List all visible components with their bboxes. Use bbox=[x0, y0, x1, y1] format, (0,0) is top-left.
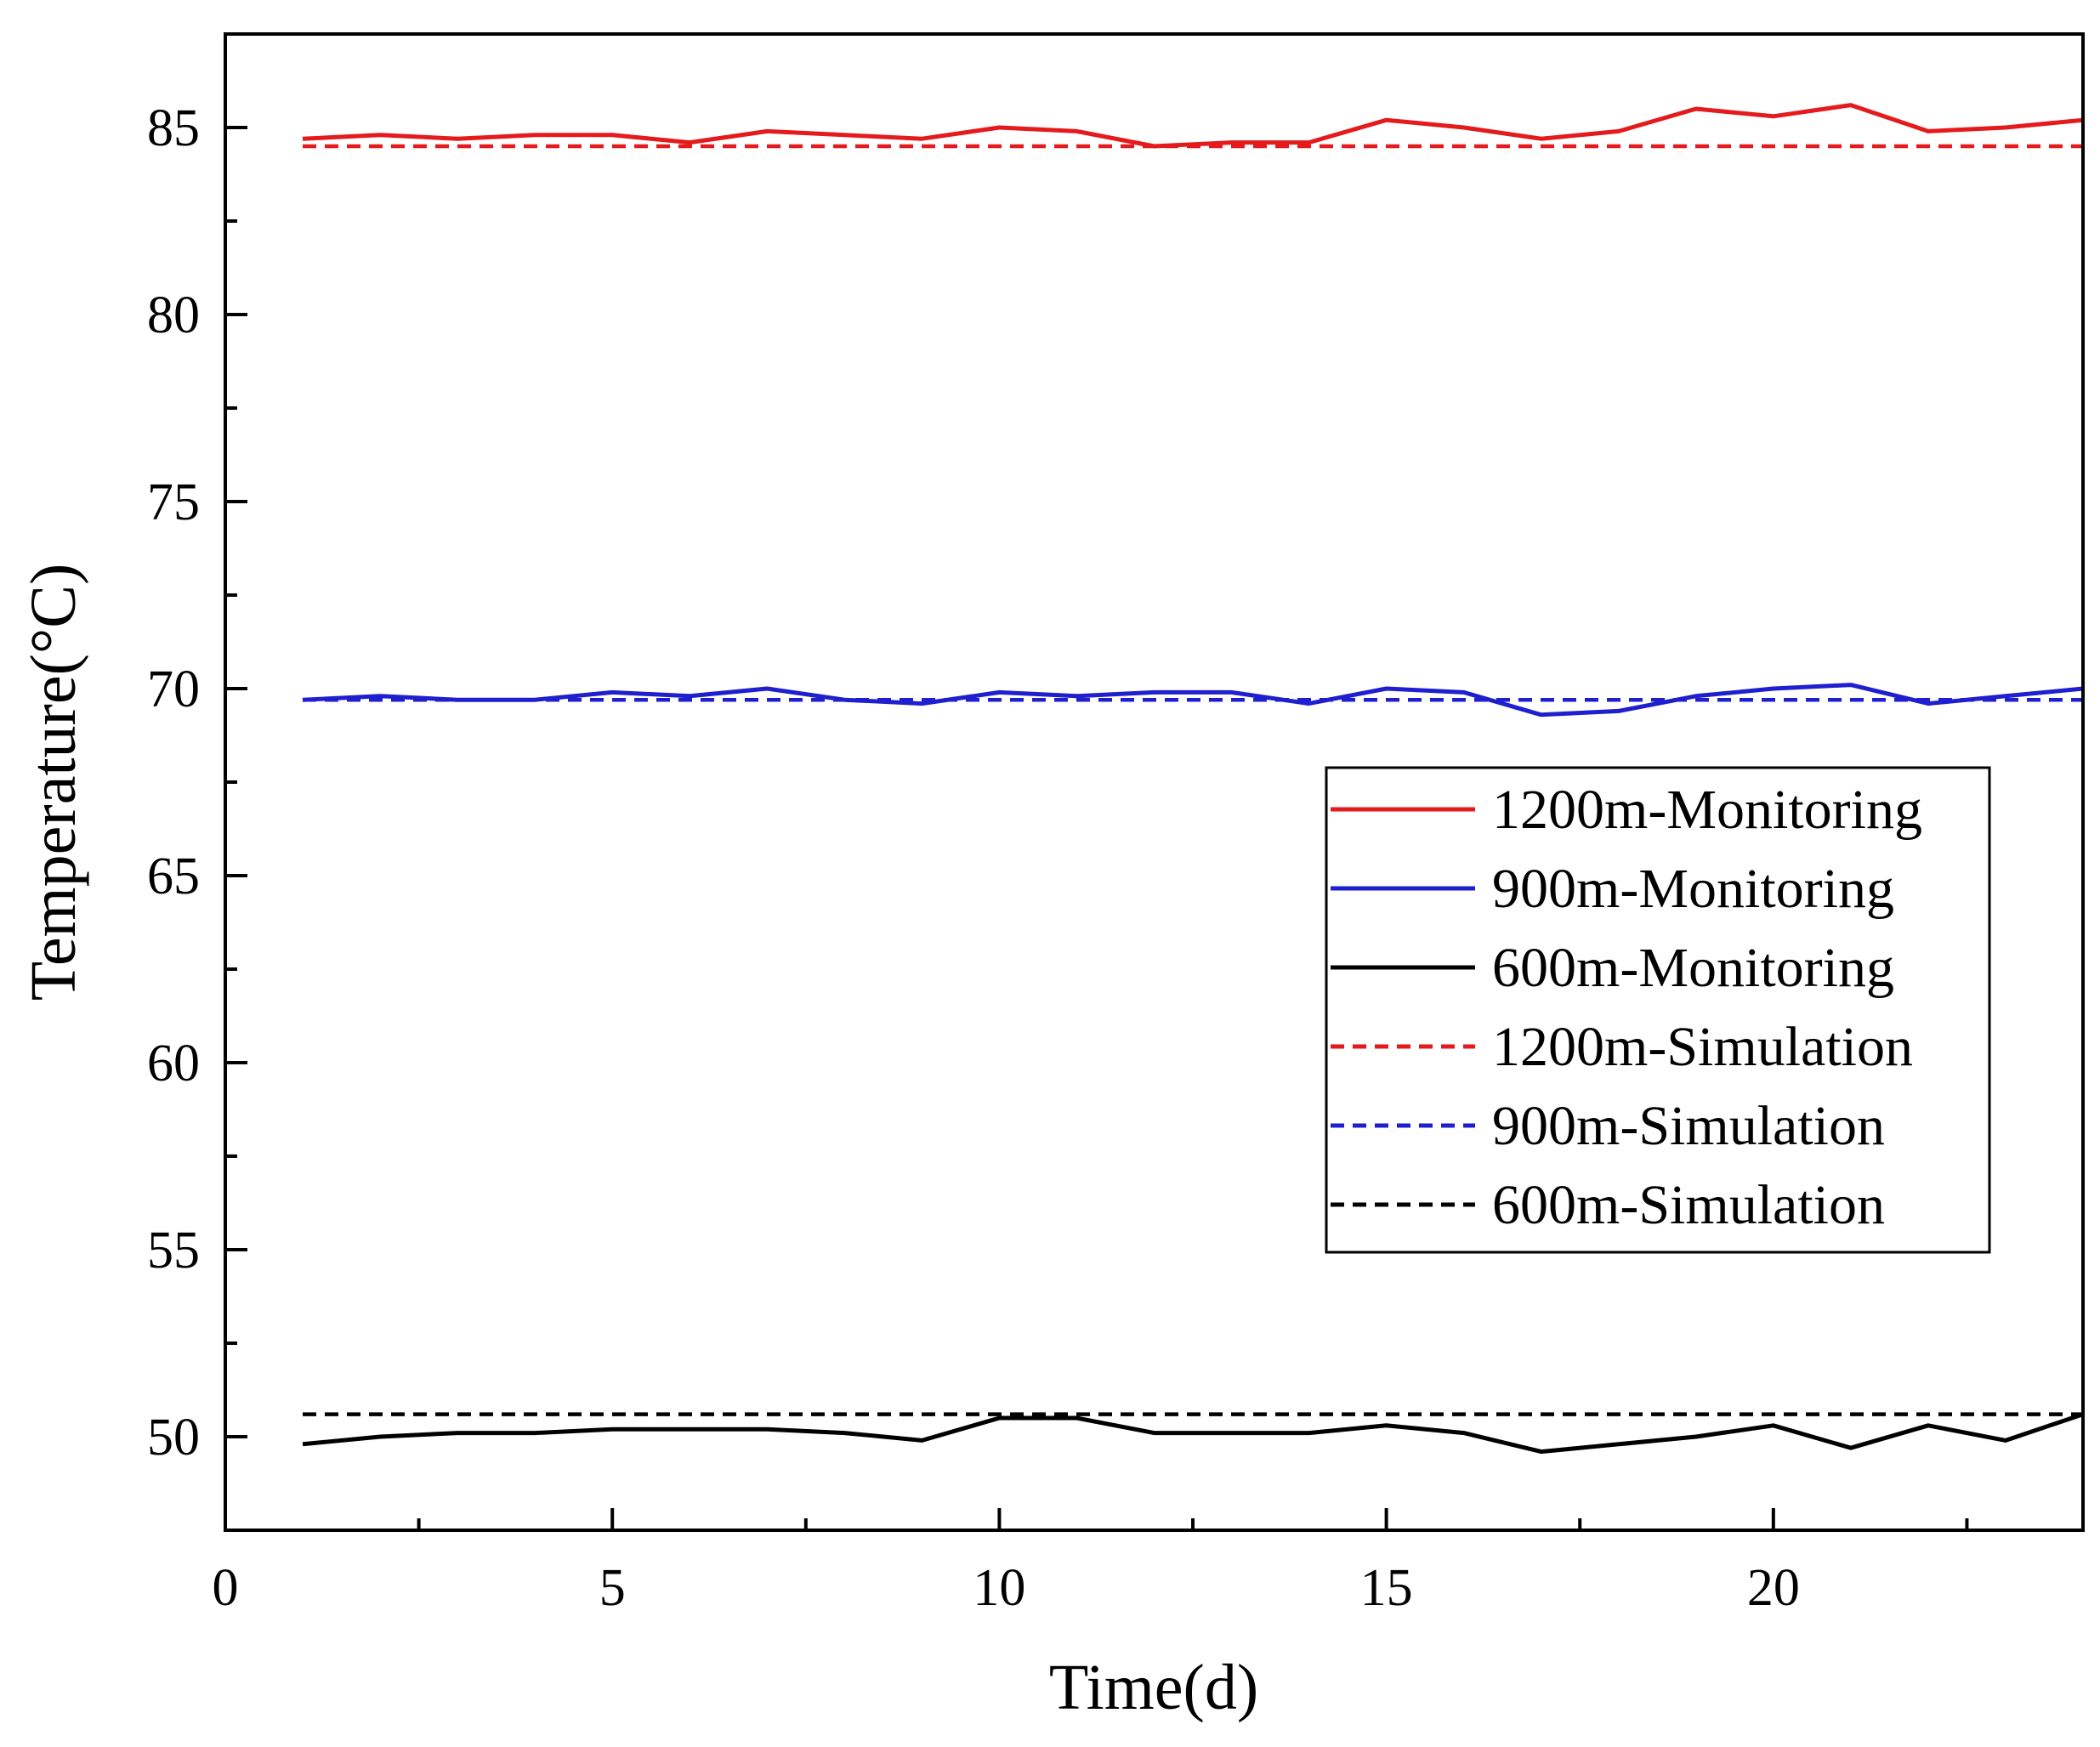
series-line-1200m-monitoring bbox=[302, 103, 2084, 149]
y-tick-label: 60 bbox=[147, 1035, 200, 1092]
legend: 1200m-Monitoring 900m-Monitoring 600m-Moni… bbox=[1325, 766, 1991, 1254]
y-tick-label: 70 bbox=[147, 661, 200, 718]
series-layer bbox=[302, 103, 2084, 1455]
legend-label: 600m-Simulation bbox=[1492, 1174, 1885, 1236]
legend-label: 1200m-Monitoring bbox=[1492, 779, 1922, 841]
y-axis-title: Temperature(°C) bbox=[18, 564, 89, 1001]
x-tick-label: 5 bbox=[599, 1559, 626, 1617]
x-tick-label: 10 bbox=[973, 1559, 1025, 1617]
legend-label: 900m-Monitoring bbox=[1492, 858, 1894, 920]
y-tick-label: 50 bbox=[147, 1409, 200, 1466]
legend-label: 1200m-Simulation bbox=[1492, 1016, 1913, 1078]
legend-label: 600m-Monitoring bbox=[1492, 937, 1894, 999]
series-line-600m-monitoring bbox=[302, 1412, 2084, 1455]
series-line-900m-monitoring bbox=[302, 683, 2084, 718]
legend-box bbox=[1325, 766, 1991, 1254]
y-tick-label: 80 bbox=[147, 286, 200, 344]
legend-label: 900m-Simulation bbox=[1492, 1095, 1885, 1157]
y-tick-label: 55 bbox=[147, 1222, 200, 1279]
x-axis-title: Time(d) bbox=[1049, 1652, 1258, 1723]
x-tick-label: 0 bbox=[213, 1559, 239, 1617]
y-tick-label: 85 bbox=[147, 99, 200, 157]
x-tick-label: 15 bbox=[1360, 1559, 1413, 1617]
y-tick-label: 65 bbox=[147, 848, 200, 905]
y-tick-label: 75 bbox=[147, 474, 200, 531]
x-tick-label: 20 bbox=[1747, 1559, 1800, 1617]
axis-ticks: 0 5 10 15 20 50 55 60 65 70 75 80 85 bbox=[147, 32, 1969, 1617]
